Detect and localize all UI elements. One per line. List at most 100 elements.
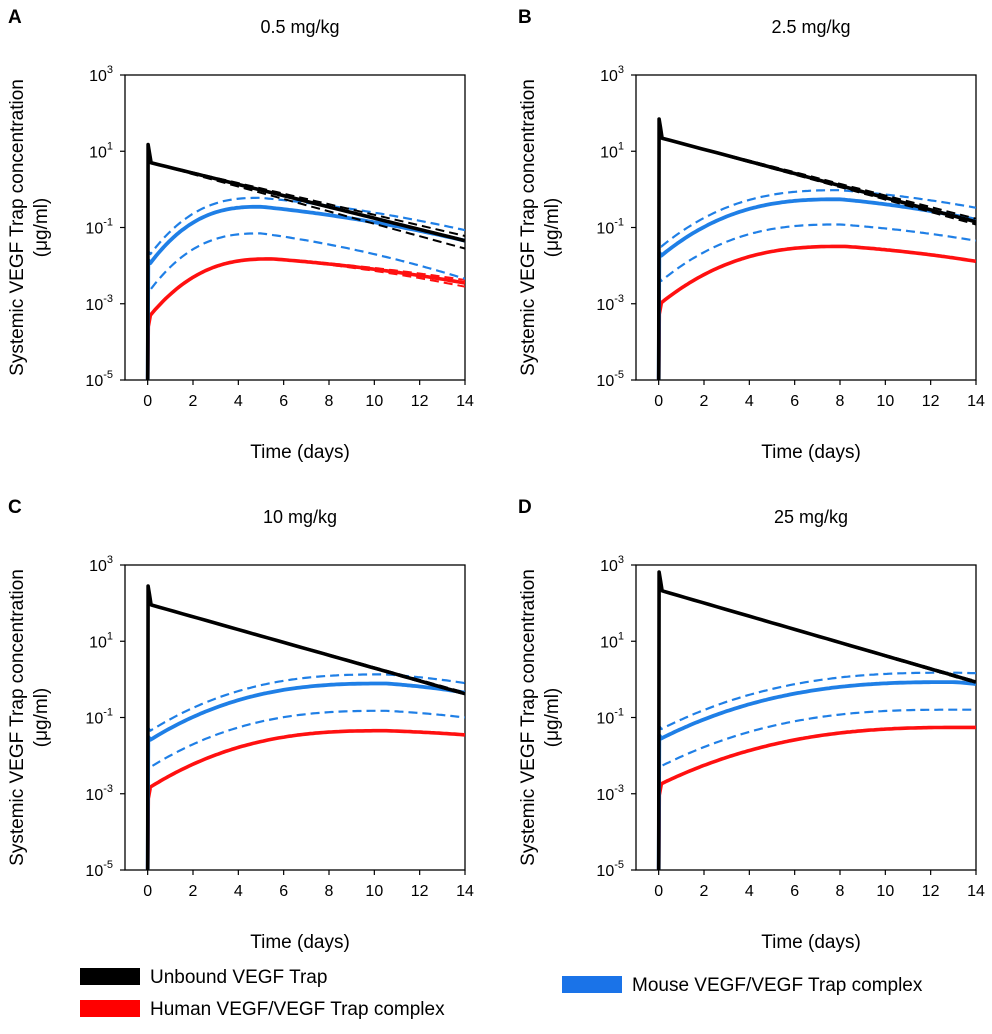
- human-complex-line: [145, 728, 465, 870]
- x-tick-label: 14: [967, 393, 985, 410]
- x-tick-label: 14: [456, 883, 474, 900]
- mouse-complex-upper-line: [657, 189, 976, 380]
- panel-d: D 25 mg/kg 0 2 4 6 8 10 12 14 103 101 10-1 10-3 10-5 Sy…: [518, 497, 985, 953]
- y-tick-label: 10-5: [85, 859, 113, 880]
- unbound-trap-line: [656, 570, 976, 870]
- mouse-complex-lower-line: [657, 708, 976, 870]
- legend-label: Human VEGF/VEGF Trap complex: [150, 999, 445, 1020]
- x-tick-label: 14: [967, 883, 985, 900]
- x-tick-label: 12: [922, 393, 940, 410]
- y-tick-label: 10-3: [85, 293, 113, 314]
- x-axis-label: Time (days): [761, 932, 861, 953]
- y-axis-label: Systemic VEGF Trap concentration (μg/ml): [518, 569, 563, 866]
- x-tick-label: 2: [700, 393, 709, 410]
- x-tick-label: 0: [654, 883, 663, 900]
- y-tick-label: 10-5: [85, 369, 113, 390]
- legend: Unbound VEGF Trap Human VEGF/VEGF Trap co…: [80, 967, 923, 1020]
- panel-a: A 0.5 mg/kg 0 2 4 6 8 10 12 14 103 101 10-1 10-3 10-5 S…: [7, 7, 474, 463]
- x-tick-label: 14: [456, 393, 474, 410]
- legend-label: Unbound VEGF Trap: [150, 967, 327, 988]
- x-tick-label: 6: [279, 393, 288, 410]
- y-tick-label: 10-1: [85, 217, 113, 238]
- x-tick-label: 12: [411, 393, 429, 410]
- x-tick-label: 4: [745, 393, 754, 410]
- y-tick-label: 103: [89, 64, 113, 85]
- mouse-complex-lower-line: [657, 223, 976, 380]
- x-tick-label: 12: [922, 883, 940, 900]
- x-tick-label: 8: [836, 393, 845, 410]
- y-tick-label: 10-1: [85, 707, 113, 728]
- y-tick-label: 103: [600, 64, 624, 85]
- x-tick-label: 4: [234, 883, 243, 900]
- panel-title: 10 mg/kg: [263, 507, 337, 527]
- y-tick-label: 101: [600, 140, 624, 161]
- unbound-trap-line: [145, 142, 465, 380]
- x-tick-label: 2: [700, 883, 709, 900]
- panel-letter: B: [518, 7, 532, 28]
- legend-swatch: [562, 976, 622, 993]
- x-tick-label: 4: [234, 393, 243, 410]
- y-axis-label: Systemic VEGF Trap concentration (μg/ml): [7, 79, 52, 376]
- mouse-complex-line: [145, 681, 465, 870]
- panel-b: B 2.5 mg/kg 0 2 4 6 8 10 12 14 103 101 10-1 10-3 10-5 S…: [518, 7, 985, 463]
- mouse-complex-upper-line: [657, 671, 976, 870]
- y-tick-label: 10-1: [596, 217, 624, 238]
- unbound-trap-upper-line: [657, 118, 976, 380]
- y-tick-label: 10-3: [596, 783, 624, 804]
- x-tick-label: 0: [143, 393, 152, 410]
- y-tick-label: 10-3: [85, 783, 113, 804]
- mouse-complex-lower-line: [146, 232, 465, 380]
- x-tick-label: 8: [836, 883, 845, 900]
- mouse-complex-upper-line: [146, 196, 465, 380]
- x-tick-label: 2: [189, 393, 198, 410]
- x-tick-label: 10: [365, 883, 383, 900]
- x-tick-label: 8: [325, 393, 334, 410]
- unbound-trap-lower-line: [146, 585, 465, 870]
- y-axis-label: Systemic VEGF Trap concentration (μg/ml): [7, 569, 52, 866]
- panel-c: C 10 mg/kg 0 2 4 6 8 10 12 14 103 101 10-1 10-3 10-5 Sy…: [7, 497, 474, 953]
- human-complex-line: [145, 257, 465, 380]
- legend-label: Mouse VEGF/VEGF Trap complex: [632, 975, 923, 996]
- x-tick-label: 10: [876, 883, 894, 900]
- y-tick-label: 10-1: [596, 707, 624, 728]
- y-tick-label: 10-5: [596, 859, 624, 880]
- y-tick-label: 10-3: [596, 293, 624, 314]
- y-tick-label: 101: [89, 140, 113, 161]
- y-tick-label: 101: [600, 630, 624, 651]
- unbound-trap-lower-line: [657, 118, 976, 380]
- mouse-complex-line: [145, 204, 465, 380]
- unbound-trap-line: [656, 117, 976, 380]
- y-axis-label: Systemic VEGF Trap concentration (μg/ml): [518, 79, 563, 376]
- y-tick-label: 103: [600, 554, 624, 575]
- x-tick-label: 6: [279, 883, 288, 900]
- human-complex-line: [656, 244, 976, 380]
- x-tick-label: 2: [189, 883, 198, 900]
- x-tick-label: 10: [365, 393, 383, 410]
- x-tick-label: 10: [876, 393, 894, 410]
- panel-title: 25 mg/kg: [774, 507, 848, 527]
- x-axis-label: Time (days): [250, 442, 350, 463]
- panel-letter: A: [8, 7, 22, 28]
- x-tick-label: 12: [411, 883, 429, 900]
- unbound-trap-lower-line: [657, 571, 976, 870]
- x-axis-label: Time (days): [761, 442, 861, 463]
- y-tick-label: 10-5: [596, 369, 624, 390]
- x-tick-label: 4: [745, 883, 754, 900]
- mouse-complex-line: [656, 197, 976, 380]
- legend-swatch: [80, 968, 140, 985]
- unbound-trap-line: [145, 584, 465, 870]
- y-tick-label: 101: [89, 630, 113, 651]
- legend-swatch: [80, 1000, 140, 1017]
- x-axis-label: Time (days): [250, 932, 350, 953]
- human-complex-line: [656, 725, 976, 870]
- panel-letter: C: [8, 497, 22, 518]
- unbound-trap-upper-line: [657, 571, 976, 870]
- panel-title: 2.5 mg/kg: [771, 17, 850, 37]
- mouse-complex-line: [656, 680, 976, 870]
- x-tick-label: 0: [143, 883, 152, 900]
- x-tick-label: 8: [325, 883, 334, 900]
- panel-letter: D: [518, 497, 532, 518]
- panel-title: 0.5 mg/kg: [260, 17, 339, 37]
- x-tick-label: 6: [790, 883, 799, 900]
